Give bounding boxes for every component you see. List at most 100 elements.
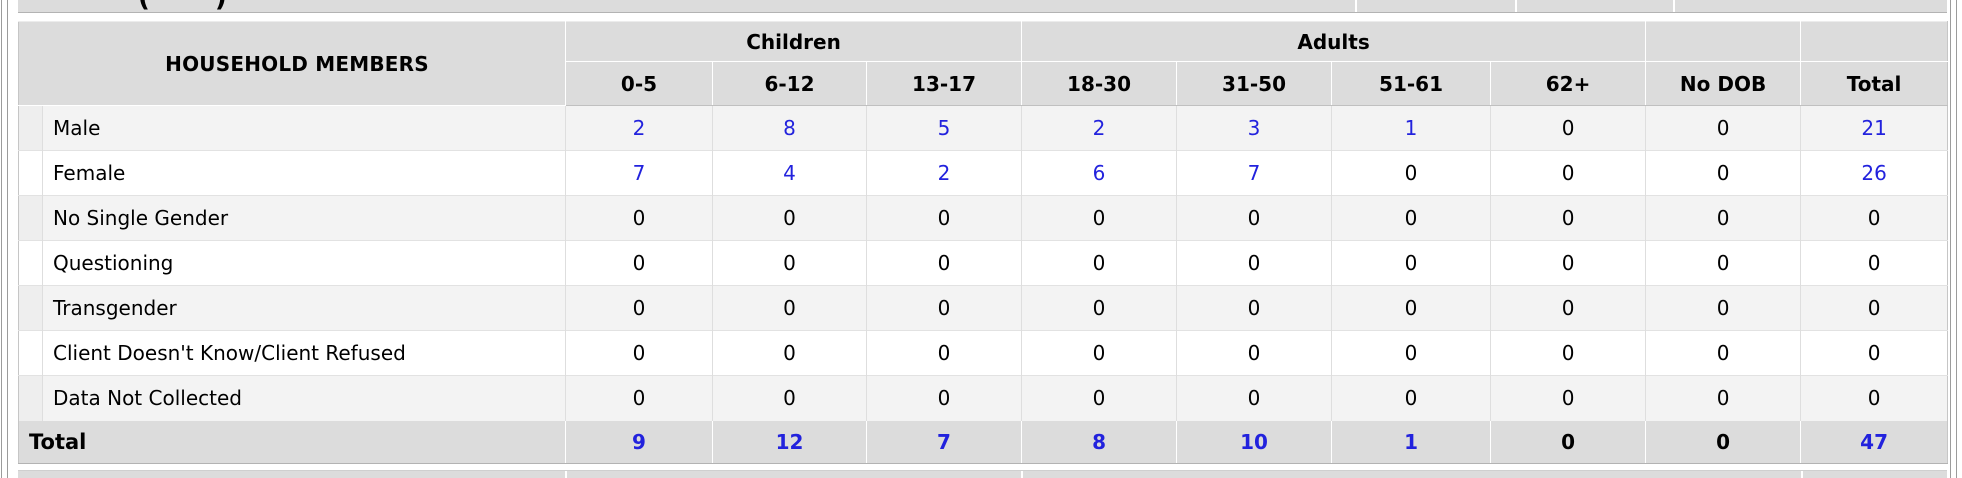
cell-divider xyxy=(1673,0,1675,12)
count-link[interactable]: 6 xyxy=(1092,161,1106,185)
count-link[interactable]: 8 xyxy=(1092,429,1106,454)
count-link[interactable]: 4 xyxy=(783,161,796,185)
count-cell: 0 xyxy=(712,195,867,241)
count-cell: 0 xyxy=(866,330,1023,376)
count-link[interactable]: 12 xyxy=(775,429,804,454)
count-link[interactable]: 2 xyxy=(937,161,951,185)
count-cell: 0 xyxy=(712,285,867,331)
count-cell: 0 xyxy=(1645,240,1802,286)
count-cell: 1 xyxy=(1331,420,1492,464)
count-cell: 8 xyxy=(712,105,867,151)
count-cell: 6 xyxy=(1021,150,1178,196)
count-cell: 0 xyxy=(565,375,713,421)
count-link[interactable]: 47 xyxy=(1860,429,1888,454)
count-cell: 3 xyxy=(1176,105,1333,151)
frame-border-right-inner xyxy=(1950,0,1951,478)
count-cell: 0 xyxy=(1176,375,1333,421)
col-header-total: Total xyxy=(1800,61,1948,106)
row-label: Client Doesn't Know/Client Refused xyxy=(42,330,566,376)
cell-divider xyxy=(565,471,567,478)
count-cell: 0 xyxy=(1021,330,1178,376)
count-link[interactable]: 1 xyxy=(1404,429,1418,454)
row-indent-cell xyxy=(18,375,43,421)
group-header-children: Children xyxy=(565,21,1023,62)
count-cell: 0 xyxy=(1490,285,1647,331)
count-link[interactable]: 2 xyxy=(632,116,646,140)
count-cell: 0 xyxy=(1331,240,1492,286)
count-cell: 0 xyxy=(1645,150,1802,196)
count-cell: 0 xyxy=(1645,195,1802,241)
count-cell: 0 xyxy=(1645,285,1802,331)
count-cell: 0 xyxy=(712,240,867,286)
household-members-table: HOUSEHOLD MEMBERS Children Adults 0-5 6-… xyxy=(18,21,1949,464)
col-header-13-17: 13-17 xyxy=(866,61,1023,106)
count-cell: 1 xyxy=(1331,105,1492,151)
col-header-51-61: 51-61 xyxy=(1331,61,1492,106)
count-link[interactable]: 3 xyxy=(1247,116,1261,140)
count-link[interactable]: 7 xyxy=(632,161,646,185)
count-cell: 0 xyxy=(565,285,713,331)
count-cell: 0 xyxy=(1331,150,1492,196)
row-label: No Single Gender xyxy=(42,195,566,241)
count-link[interactable]: 2 xyxy=(1092,116,1106,140)
count-cell: 0 xyxy=(1645,420,1802,464)
table-row: Questioning 0 0 0 0 0 0 0 0 0 xyxy=(18,240,1948,286)
count-link[interactable]: 7 xyxy=(1247,161,1261,185)
table-row: No Single Gender 0 0 0 0 0 0 0 0 0 xyxy=(18,195,1948,241)
count-cell: 0 xyxy=(565,240,713,286)
col-header-no-dob: No DOB xyxy=(1645,61,1802,106)
count-cell: 0 xyxy=(1490,150,1647,196)
group-header-row: HOUSEHOLD MEMBERS Children Adults xyxy=(18,21,1948,106)
count-cell: 7 xyxy=(565,150,713,196)
table-row: Female 7 4 2 6 7 0 0 0 26 xyxy=(18,150,1948,196)
frame-border-left-outer xyxy=(1,0,2,478)
count-cell: 0 xyxy=(1331,195,1492,241)
count-link[interactable]: 26 xyxy=(1861,161,1887,185)
frame-border-right-outer xyxy=(1956,0,1957,478)
row-indent-cell xyxy=(18,105,43,151)
cell-divider xyxy=(1021,471,1023,478)
count-cell: 2 xyxy=(565,105,713,151)
count-link[interactable]: 21 xyxy=(1861,116,1887,140)
previous-table-clipped-row: ( ) xyxy=(18,0,1947,13)
count-cell: 0 xyxy=(565,330,713,376)
row-indent-cell xyxy=(18,330,43,376)
total-row: Total 9 12 7 8 10 1 0 0 47 xyxy=(18,420,1948,464)
table-row: Transgender 0 0 0 0 0 0 0 0 0 xyxy=(18,285,1948,331)
row-label: Transgender xyxy=(42,285,566,331)
count-cell: 0 xyxy=(1800,285,1948,331)
count-cell: 0 xyxy=(1176,285,1333,331)
col-header-6-12: 6-12 xyxy=(712,61,867,106)
column-header-row: 0-5 6-12 13-17 18-30 31-50 51-61 62+ No … xyxy=(19,61,1948,106)
count-cell: 0 xyxy=(1645,105,1802,151)
count-link[interactable]: 9 xyxy=(632,429,646,454)
group-spacer-no-dob xyxy=(1645,21,1802,62)
count-cell: 0 xyxy=(1021,195,1178,241)
count-link[interactable]: 7 xyxy=(937,429,951,454)
count-cell: 0 xyxy=(1645,375,1802,421)
count-cell: 47 xyxy=(1800,420,1948,464)
count-link[interactable]: 5 xyxy=(937,116,951,140)
count-cell: 0 xyxy=(1021,375,1178,421)
row-label: Male xyxy=(42,105,566,151)
total-row-label: Total xyxy=(18,420,566,464)
count-cell: 0 xyxy=(1176,330,1333,376)
count-cell: 0 xyxy=(1331,285,1492,331)
row-indent-cell xyxy=(18,195,43,241)
count-cell: 2 xyxy=(1021,105,1178,151)
count-cell: 0 xyxy=(712,330,867,376)
table-row: Client Doesn't Know/Client Refused 0 0 0 0 0 0… xyxy=(18,330,1948,376)
count-link[interactable]: 1 xyxy=(1404,116,1418,140)
count-cell: 0 xyxy=(1490,240,1647,286)
count-cell: 0 xyxy=(866,240,1023,286)
count-link[interactable]: 8 xyxy=(783,116,796,140)
count-link[interactable]: 10 xyxy=(1240,429,1268,454)
next-table-clipped-header xyxy=(18,470,1947,478)
count-cell: 0 xyxy=(1490,420,1647,464)
cell-divider xyxy=(1801,471,1803,478)
row-label: Questioning xyxy=(42,240,566,286)
count-cell: 0 xyxy=(1176,240,1333,286)
count-cell: 26 xyxy=(1800,150,1948,196)
cell-divider xyxy=(1355,0,1357,12)
